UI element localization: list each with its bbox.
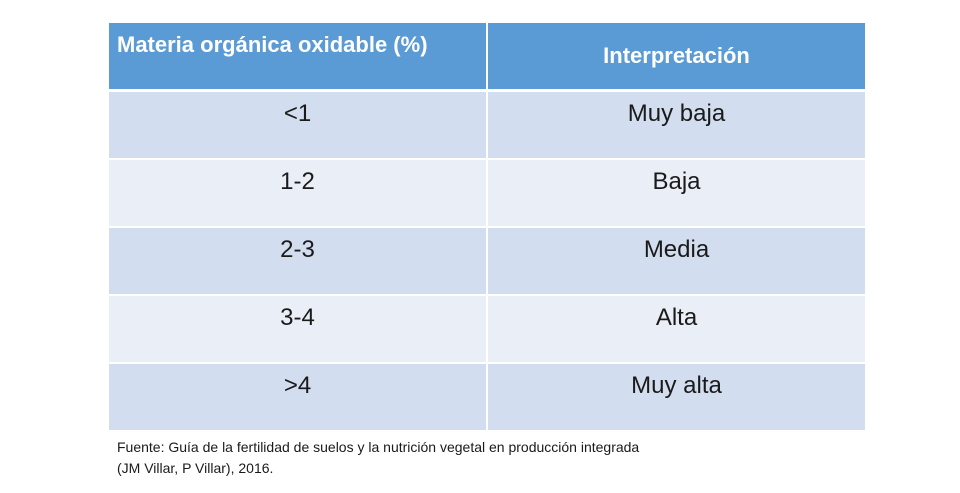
cell-range-text: 1-2 — [280, 168, 315, 195]
cell-range: 1-2 — [109, 159, 488, 228]
cell-interpretation-text: Baja — [652, 168, 701, 195]
cell-interpretation-text: Muy alta — [631, 372, 722, 399]
cell-interpretation: Muy baja — [487, 90, 865, 160]
source-citation-line-2: (JM Villar, P Villar), 2016. — [117, 460, 274, 476]
header-interpretation-label: Interpretación — [603, 43, 750, 68]
cell-range-text: >4 — [283, 372, 312, 399]
cell-range: 3-4 — [109, 295, 488, 364]
cell-interpretation: Baja — [487, 159, 865, 228]
cell-range-text: 2-3 — [280, 236, 315, 263]
header-interpretation: Interpretación — [487, 23, 865, 92]
cell-range: >4 — [109, 363, 488, 432]
cell-interpretation-text: Alta — [655, 304, 698, 331]
organic-matter-table-container: Materia orgánica oxidable (%) Interpreta… — [109, 23, 865, 432]
header-organic-matter: Materia orgánica oxidable (%) — [109, 23, 488, 92]
header-organic-matter-label: Materia orgánica oxidable (%) — [117, 32, 428, 57]
source-citation-line-1: Fuente: Guía de la fertilidad de suelos … — [117, 439, 640, 455]
source-citation: Fuente: Guía de la fertilidad de suelos … — [117, 437, 777, 479]
cell-interpretation-text: Muy baja — [627, 100, 726, 127]
table-row: >4 Muy alta — [109, 363, 865, 432]
table-header-row: Materia orgánica oxidable (%) Interpreta… — [109, 23, 865, 92]
organic-matter-table: Materia orgánica oxidable (%) Interpreta… — [109, 23, 865, 432]
cell-interpretation-text: Media — [643, 236, 710, 263]
cell-range: 2-3 — [109, 227, 488, 296]
table-row: <1 Muy baja — [109, 90, 865, 160]
cell-range-text: 3-4 — [280, 304, 315, 331]
table-row: 1-2 Baja — [109, 159, 865, 228]
cell-interpretation: Media — [487, 227, 865, 296]
cell-range-text: <1 — [283, 100, 312, 127]
table-row: 3-4 Alta — [109, 295, 865, 364]
cell-interpretation: Muy alta — [487, 363, 865, 432]
table-row: 2-3 Media — [109, 227, 865, 296]
cell-range: <1 — [109, 90, 488, 160]
cell-interpretation: Alta — [487, 295, 865, 364]
